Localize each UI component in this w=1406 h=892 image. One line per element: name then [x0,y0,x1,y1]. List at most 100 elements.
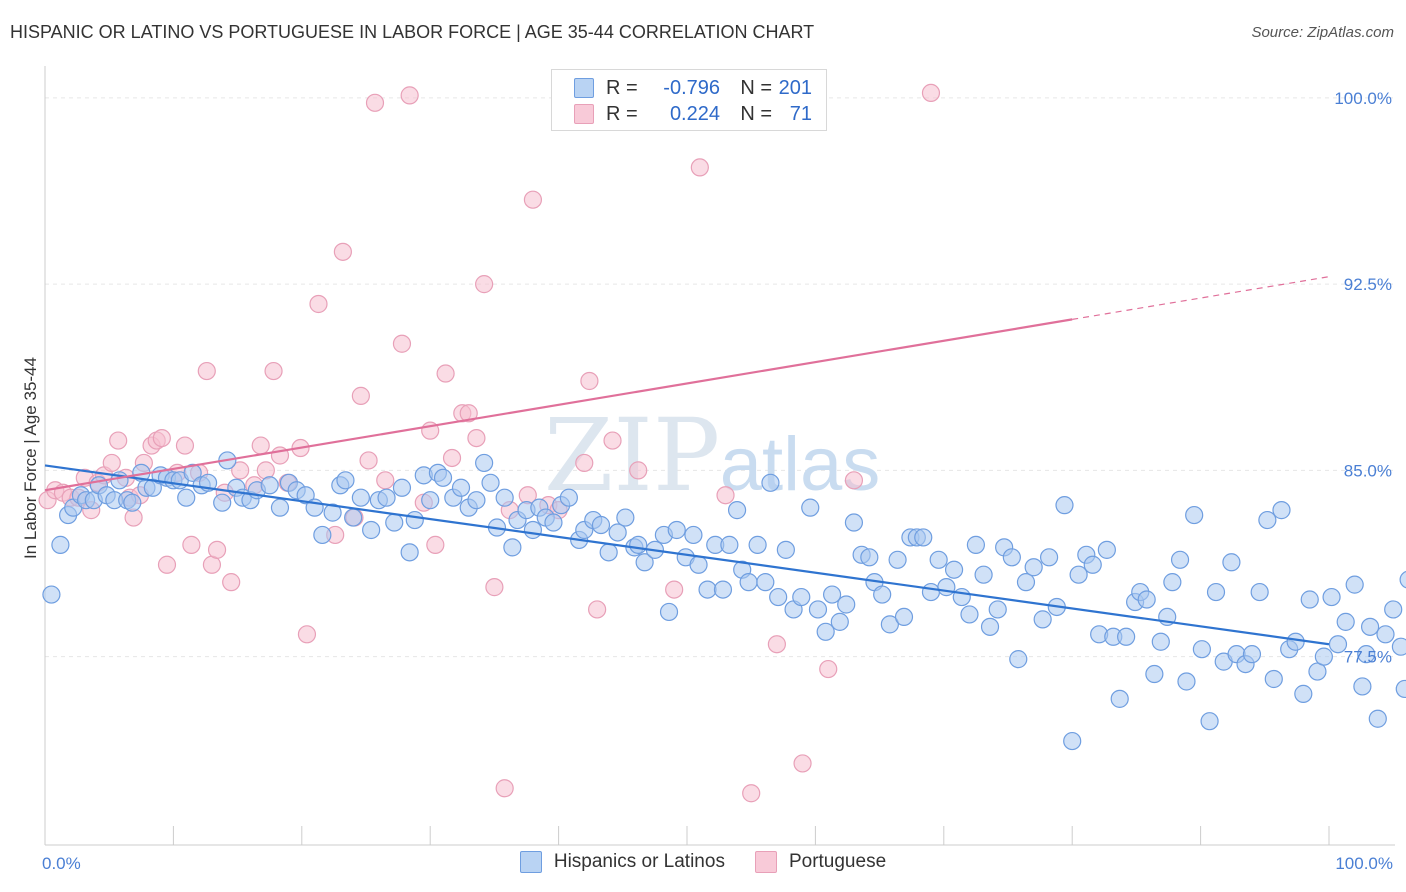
data-point [544,513,563,532]
data-point [921,582,941,602]
data-point [1117,627,1136,646]
data-point [988,600,1007,619]
data-point [182,535,201,554]
data-point [588,600,607,619]
data-point [873,585,892,604]
data-point [523,190,543,209]
data-point [819,659,838,679]
data-point [260,476,279,495]
data-point [51,535,70,554]
data-point [894,607,914,627]
data-point [1110,689,1129,708]
data-point [1177,672,1196,691]
data-point [860,548,879,567]
legend-n-value: 71 [789,102,812,125]
data-point [1097,540,1116,559]
watermark-atlas: atlas [720,422,881,507]
data-point [102,453,121,473]
data-point [251,436,270,455]
data-point [362,520,381,540]
data-point [256,461,275,480]
data-point [309,294,328,314]
data-point [739,573,758,592]
data-point [1336,612,1355,631]
data-point [1360,617,1380,636]
data-point [503,538,522,557]
data-point [974,565,993,584]
data-point [475,275,494,294]
data-point [727,501,747,520]
data-point [436,364,455,383]
legend-item-hispanics: Hispanics or Latinos [519,851,725,873]
data-point [761,473,780,492]
series-portuguese [38,83,941,803]
data-point [270,498,290,517]
data-point [392,478,412,497]
data-point [1083,555,1102,574]
data-point [400,543,419,562]
data-point [1264,669,1283,689]
data-point [451,478,471,497]
data-point [844,471,864,490]
data-point [844,513,864,532]
data-point [960,605,979,624]
data-point [1300,590,1319,609]
data-point [1250,582,1269,602]
legend-row-hispanics: R = -0.796 N = 201 [574,75,812,101]
data-point [690,158,709,177]
data-point [1328,635,1348,654]
data-point [1395,679,1406,699]
legend-n-label: N = [740,76,772,99]
data-point [608,523,627,542]
legend-n-label: N = [740,102,772,125]
data-point [495,488,514,507]
data-point [944,560,964,579]
data-point [1258,510,1277,530]
y-tick-label: 77.5% [1344,648,1392,667]
data-point [756,573,775,592]
data-point [629,535,648,554]
data-point [123,493,142,512]
data-point [467,491,486,510]
data-point [475,453,494,473]
data-point [1368,709,1387,728]
data-point [222,573,241,592]
data-point [929,550,948,569]
legend-label: Hispanics or Latinos [553,851,725,872]
data-point [385,513,404,532]
x-tick-label: 100.0% [1335,854,1393,873]
data-point [837,595,856,614]
data-point [921,83,941,103]
legend-swatch-pink [574,104,594,124]
data-point [575,453,594,473]
data-point [742,784,761,803]
data-point [1016,573,1036,592]
x-tick-label: 0.0% [42,854,81,873]
data-point [888,550,907,569]
data-point [1192,640,1211,659]
data-point [830,612,849,631]
data-point [776,540,795,559]
data-point [359,451,378,470]
data-point [599,543,618,562]
legend-swatch-blue [574,78,594,98]
data-point [580,371,599,391]
data-point [801,498,820,517]
data-point [1039,548,1059,567]
y-tick-label: 92.5% [1344,275,1392,294]
data-point [1163,573,1182,592]
data-point [197,361,216,381]
data-point [175,436,195,455]
data-point [1391,637,1406,656]
data-point [213,493,232,512]
data-point [152,428,171,448]
data-point [684,525,703,545]
data-point [1384,600,1403,619]
data-point [207,540,227,559]
data-point [1185,505,1204,525]
trend-line-portuguese [44,318,1073,492]
data-point [42,585,61,604]
data-point [351,488,370,507]
data-point [603,431,622,450]
